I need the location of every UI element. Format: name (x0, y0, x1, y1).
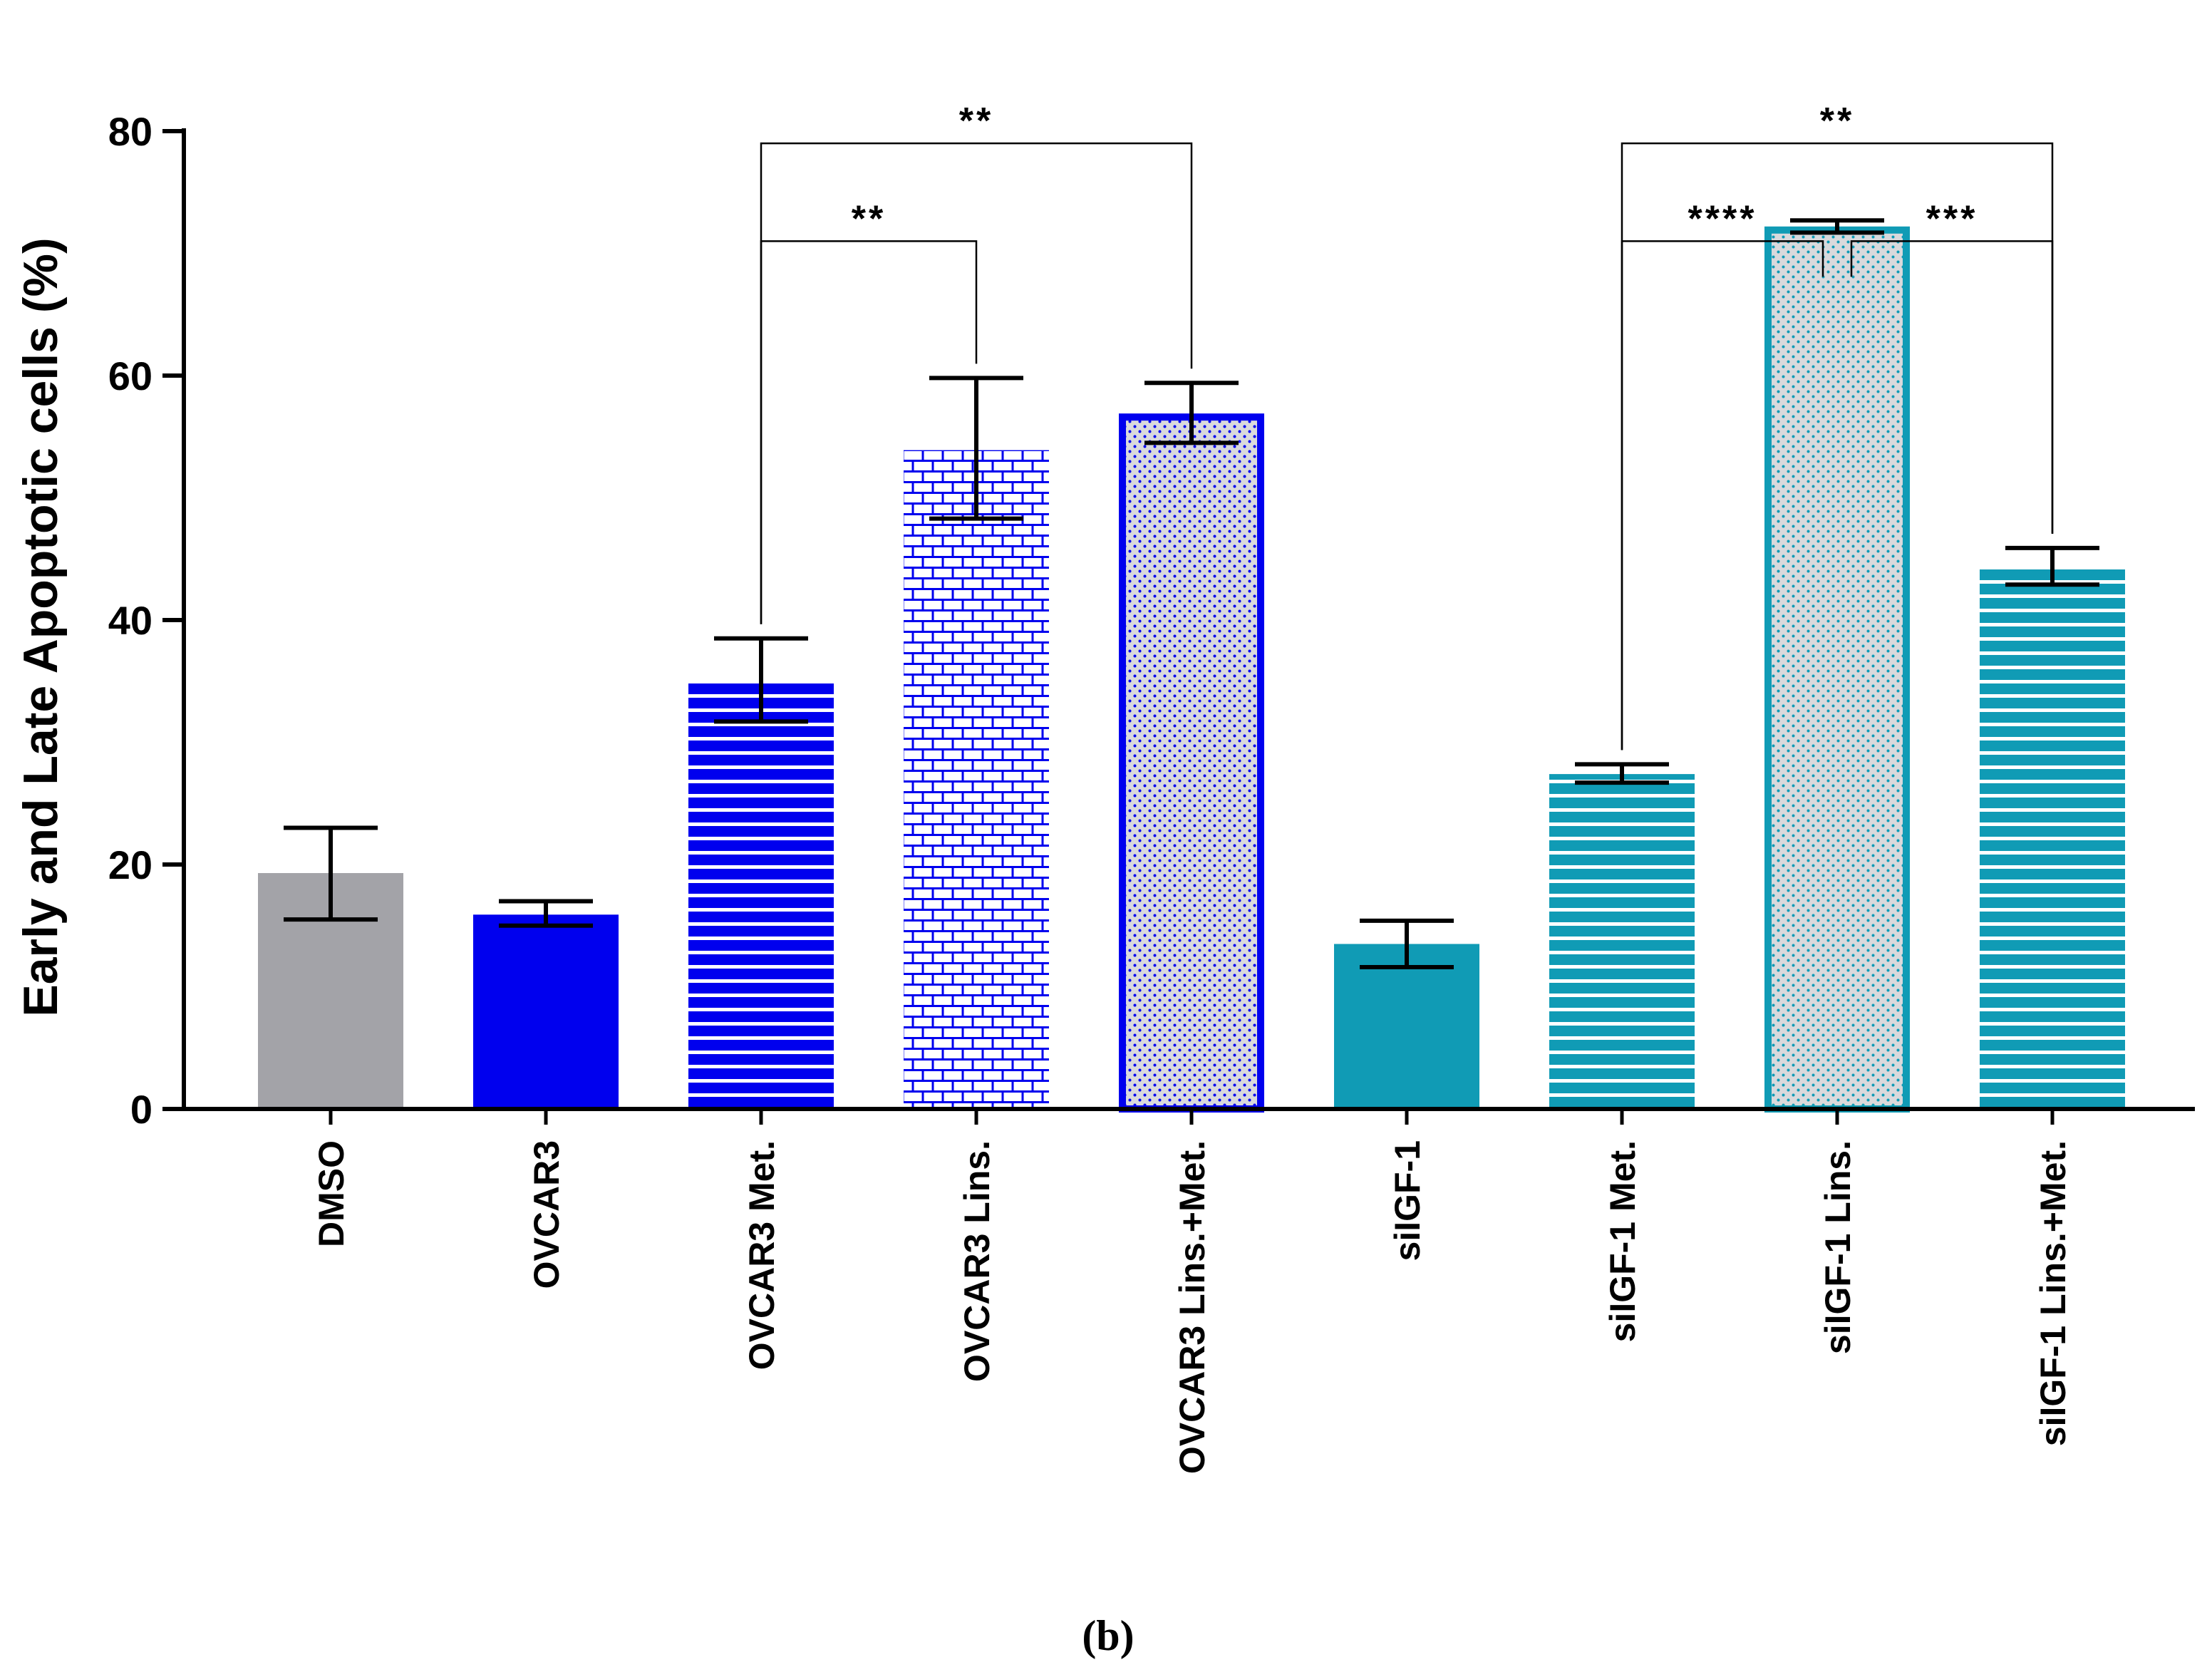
y-tick-label-20: 20 (108, 842, 153, 887)
significance-bracket-2: ** (760, 100, 1193, 624)
bar-siigf-1 (1334, 944, 1479, 1109)
y-tick-label-0: 0 (130, 1087, 153, 1132)
error-bar-ovcar3-lins (929, 376, 1023, 521)
y-tick-label-60: 60 (108, 354, 153, 398)
bar-ovcar3-lins-met (1119, 413, 1264, 1113)
y-axis-label: Early and Late Apoptotic cells (%) (14, 237, 68, 1016)
x-label-siigf-1: siIGF-1 (1387, 1140, 1427, 1261)
bars-layer (258, 226, 2125, 1113)
significance-bracket-5: ** (1621, 100, 2054, 750)
error-bar-siigf-1-lins-met (2005, 545, 2099, 587)
significance-label-2: ** (959, 100, 993, 142)
error-bar-siigf-1-met (1575, 762, 1669, 785)
error-bar-dmso (284, 825, 378, 922)
bar-ovcar3-met (688, 680, 834, 1109)
error-bars-layer (284, 218, 2099, 970)
significance-label-5: ** (1820, 100, 1854, 142)
x-label-siigf-1-met: siIGF-1 Met. (1603, 1140, 1643, 1342)
error-bar-siigf-1 (1360, 918, 1454, 970)
error-bar-ovcar3-lins-met (1144, 381, 1239, 445)
bar-ovcar3 (473, 914, 619, 1109)
x-label-ovcar3: OVCAR3 (527, 1140, 567, 1289)
bar-siigf-1-lins (1764, 226, 1910, 1113)
error-bar-siigf-1-lins (1790, 218, 1884, 235)
x-tick-labels: DMSO OVCAR3 OVCAR3 Met. OVCAR3 Lins. OVCAR3 … (311, 1140, 2073, 1474)
significance-label-3: **** (1688, 198, 1757, 239)
bar-siigf-1-lins-met (1980, 567, 2125, 1109)
x-label-ovcar3-met: OVCAR3 Met. (742, 1140, 782, 1370)
axes-layer: 0 20 40 60 80 (108, 109, 2195, 1132)
panel-label: (b) (1082, 1612, 1134, 1659)
x-label-ovcar3-lins: OVCAR3 Lins. (957, 1140, 997, 1382)
significance-label-1: ** (852, 198, 886, 239)
x-label-siigf-1-lins-met: siIGF-1 Lins.+Met. (2033, 1140, 2073, 1446)
y-tick-label-80: 80 (108, 109, 153, 154)
y-tick-label-40: 40 (108, 598, 153, 643)
significance-layer: ******** ***** (760, 100, 2054, 750)
error-bar-ovcar3-met (714, 636, 808, 724)
x-label-dmso: DMSO (311, 1140, 351, 1247)
significance-label-4: *** (1926, 198, 1978, 239)
bar-siigf-1-met (1549, 774, 1695, 1109)
x-label-siigf-1-lins: siIGF-1 Lins. (1818, 1140, 1858, 1354)
bar-ovcar3-lins (904, 450, 1049, 1109)
error-bar-ovcar3 (499, 899, 593, 928)
x-label-ovcar3-lins-met: OVCAR3 Lins.+Met. (1172, 1140, 1212, 1474)
